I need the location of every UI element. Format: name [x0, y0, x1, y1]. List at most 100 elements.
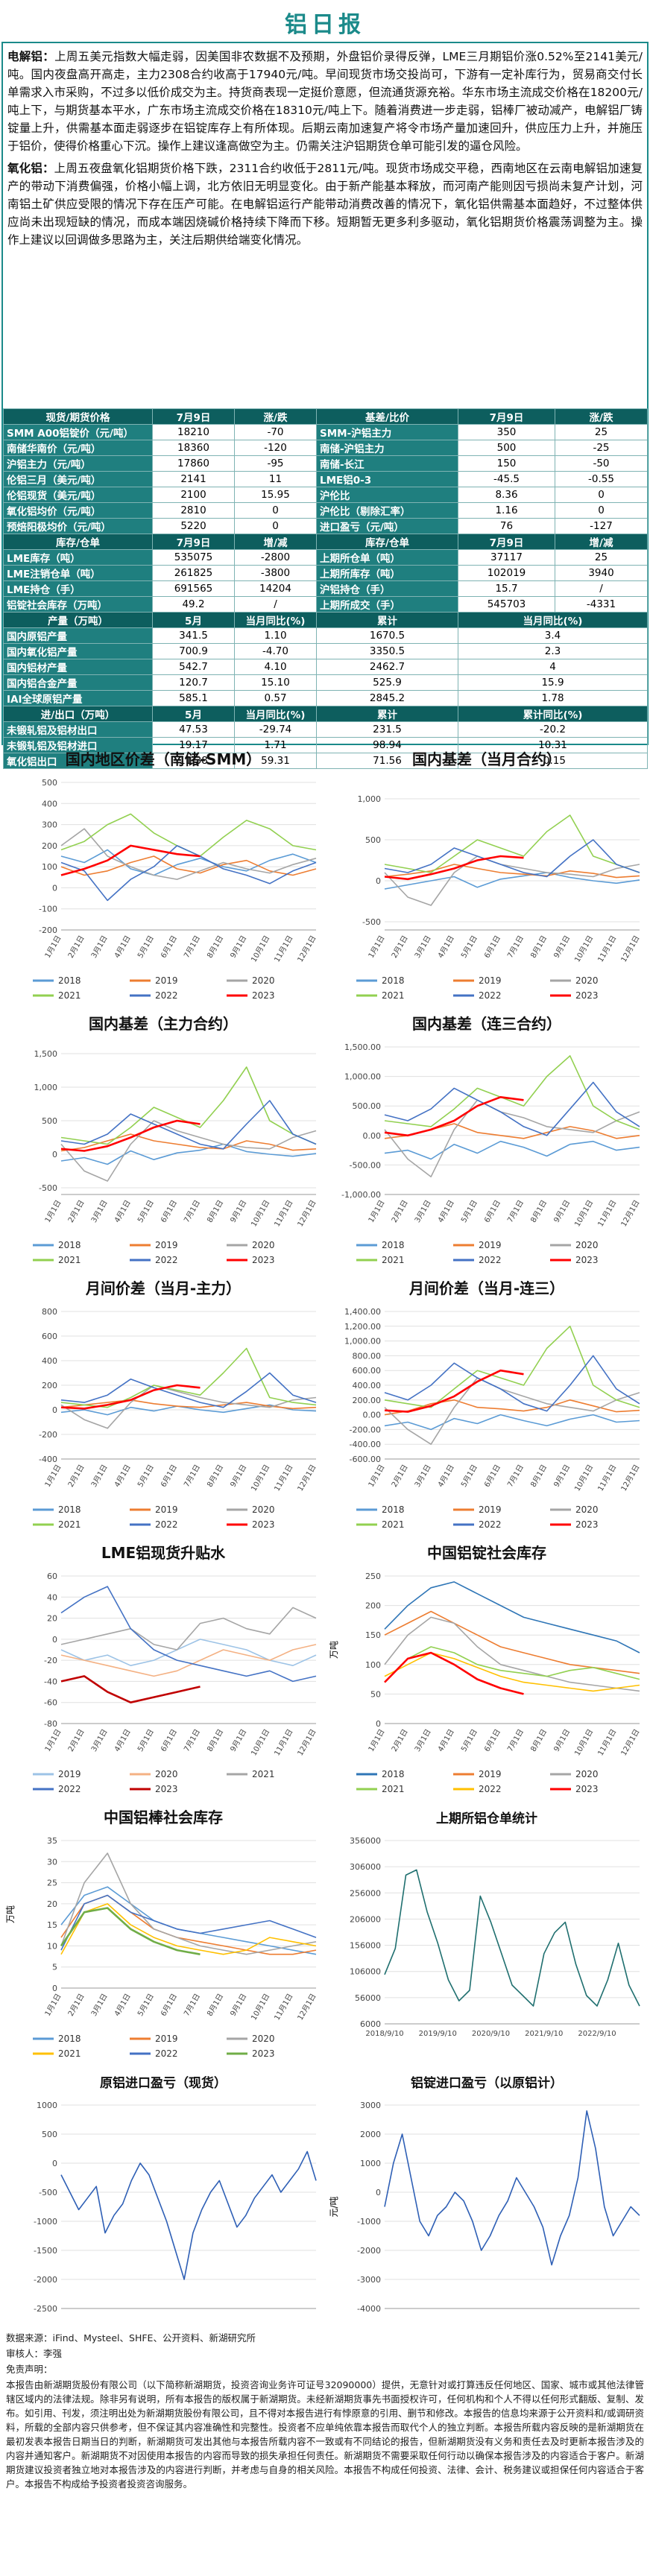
cell: 0	[234, 502, 317, 519]
x-tick-label: 12月1日	[619, 1728, 642, 1758]
y-tick-label: 106000	[350, 1967, 381, 1977]
cell: LME铝0-3	[316, 471, 458, 487]
y-tick-label: 1000	[37, 2101, 57, 2110]
series-line	[384, 1096, 524, 1137]
x-tick-label: 1月1日	[43, 1728, 63, 1753]
x-tick-label: 9月1日	[229, 934, 249, 960]
x-tick-label: 3月1日	[89, 1199, 110, 1224]
legend-label: 2021	[58, 1255, 81, 1265]
series-line	[60, 1100, 317, 1150]
legend-label: 2019	[479, 1240, 502, 1250]
row: LME注销仓单（吨） 261825 -3800 上期所库存（吨） 102019 3940	[3, 565, 648, 581]
series-line	[384, 1414, 640, 1431]
cell: 25	[555, 424, 648, 440]
x-tick-label: 6月1日	[159, 1728, 179, 1753]
commentary: 电解铝：上周五美元指数大幅走弱，因美国非农数据不及预期，外盘铝价录得反弹，LME…	[7, 48, 643, 404]
cell: -45.5	[458, 471, 555, 487]
header-cell: 累计	[316, 706, 458, 722]
y-tick-label: -400	[39, 1455, 57, 1464]
series-line	[384, 1377, 640, 1445]
cell: 500	[458, 440, 555, 456]
cell: -29.74	[234, 721, 317, 738]
chart: 原铝进口盈亏（现货） -2500 -2000 -1500 -1000 -500 0 500 10…	[34, 2075, 317, 2314]
cell: 0.57	[234, 690, 317, 706]
x-tick-label: 2019/9/10	[419, 2030, 457, 2038]
cell: 1670.5	[316, 627, 458, 644]
x-tick-label: 9月1日	[229, 1728, 249, 1753]
y-tick-label: 306000	[350, 1862, 381, 1872]
chart: 国内基差（当月合约） -500 0 500 1,000 1月1日 2月1日 3月1日 4月1日 5…	[356, 750, 642, 1001]
y-tick-label: -600.00	[350, 1455, 381, 1464]
y-tick-label: 0	[376, 2188, 381, 2197]
x-tick-label: 10月1日	[572, 1728, 595, 1758]
x-tick-label: 6月1日	[159, 1199, 179, 1224]
x-tick-label: 10月1日	[249, 1463, 271, 1493]
y-tick-label: 400.00	[353, 1381, 382, 1390]
legend-label: 2021	[382, 1255, 405, 1265]
y-tick-label: 206000	[350, 1914, 381, 1924]
y-tick-label: -200	[39, 925, 57, 935]
x-tick-label: 1月1日	[43, 1463, 63, 1489]
legend-label: 2019	[155, 2034, 178, 2044]
x-tick-label: 5月1日	[136, 1993, 156, 2018]
x-tick-label: 5月1日	[136, 1728, 156, 1753]
cell: 国内原铝产量	[3, 627, 153, 644]
header-cell: 7月9日	[152, 534, 235, 550]
row: 未锻轧铝及铝材出口 47.53 -29.74 231.5 -20.2	[3, 721, 648, 738]
y-tick-label: -1500	[34, 2246, 57, 2256]
legend-label: 2020	[155, 1769, 178, 1779]
x-tick-label: 12月1日	[296, 934, 318, 964]
x-tick-label: 4月1日	[113, 1993, 133, 2018]
legend-label: 2022	[155, 1519, 178, 1530]
header-row: 现货/期货价格 7月9日 涨/跌 基差/比价 7月9日 涨/跌	[3, 408, 648, 425]
legend-label: 2022	[155, 2048, 178, 2059]
header-cell: 累计同比(%)	[458, 706, 648, 722]
y-axis-label: 万吨	[329, 1641, 339, 1659]
y-tick-label: 6000	[360, 2019, 381, 2029]
x-tick-label: 3月1日	[413, 1728, 433, 1753]
x-tick-label: 6月1日	[159, 1993, 179, 2018]
x-tick-label: 11月1日	[596, 1199, 619, 1229]
legend-label: 2021	[58, 990, 81, 1001]
header-row: 进/出口（万吨） 5月 当月同比(%) 累计 累计同比(%)	[3, 706, 648, 722]
x-tick-label: 7月1日	[182, 934, 202, 960]
cell: 11	[234, 471, 317, 487]
cell: LME注销仓单（吨）	[3, 565, 153, 581]
y-tick-label: 400	[42, 1356, 57, 1366]
cell: SMM-沪铝主力	[316, 424, 458, 440]
legend-label: 2021	[58, 1519, 81, 1530]
cell: -2800	[234, 549, 317, 566]
y-tick-label: 1,500	[34, 1049, 58, 1059]
x-tick-label: 9月1日	[552, 934, 572, 960]
paragraph-label: 电解铝：	[7, 50, 55, 63]
legend-label: 2018	[58, 2034, 81, 2044]
x-tick-label: 11月1日	[273, 1463, 295, 1493]
row: IAI全球原铝产量 585.1 0.57 2845.2 1.78	[3, 690, 648, 706]
x-tick-label: 4月1日	[436, 1463, 456, 1489]
series-line	[384, 1581, 640, 1653]
header-cell: 7月9日	[458, 408, 555, 425]
y-tick-label: 10	[47, 1941, 57, 1951]
y-tick-label: 500	[42, 778, 57, 788]
y-tick-label: 40	[47, 1592, 57, 1602]
series-line	[60, 1120, 317, 1182]
y-tick-label: 1,400.00	[344, 1307, 381, 1317]
cell: 76	[458, 518, 555, 534]
header-cell: 产量（万吨）	[3, 612, 153, 628]
legend-label: 2020	[252, 975, 275, 986]
cell: -70	[234, 424, 317, 440]
cell: 691565	[152, 580, 235, 597]
paragraph: 氧化铝：上周五夜盘氧化铝期货价格下跌，2311合约收低于2811元/吨。现货市场…	[7, 159, 643, 249]
cell: 未锻轧铝及铝材进口	[3, 737, 153, 753]
x-tick-label: 2月1日	[390, 1199, 410, 1224]
legend-label: 2018	[58, 1504, 81, 1515]
x-tick-label: 4月1日	[113, 1199, 133, 1224]
chart-title: 国内基差（主力合约）	[89, 1015, 238, 1033]
cell: 未锻轧铝及铝材出口	[3, 721, 153, 738]
y-tick-label: -40	[44, 1677, 57, 1686]
x-tick-label: 3月1日	[89, 1463, 110, 1489]
x-tick-label: 4月1日	[113, 934, 133, 960]
y-tick-label: -4000	[357, 2304, 381, 2314]
header-cell: 增/减	[555, 534, 648, 550]
series-line	[60, 1607, 317, 1651]
